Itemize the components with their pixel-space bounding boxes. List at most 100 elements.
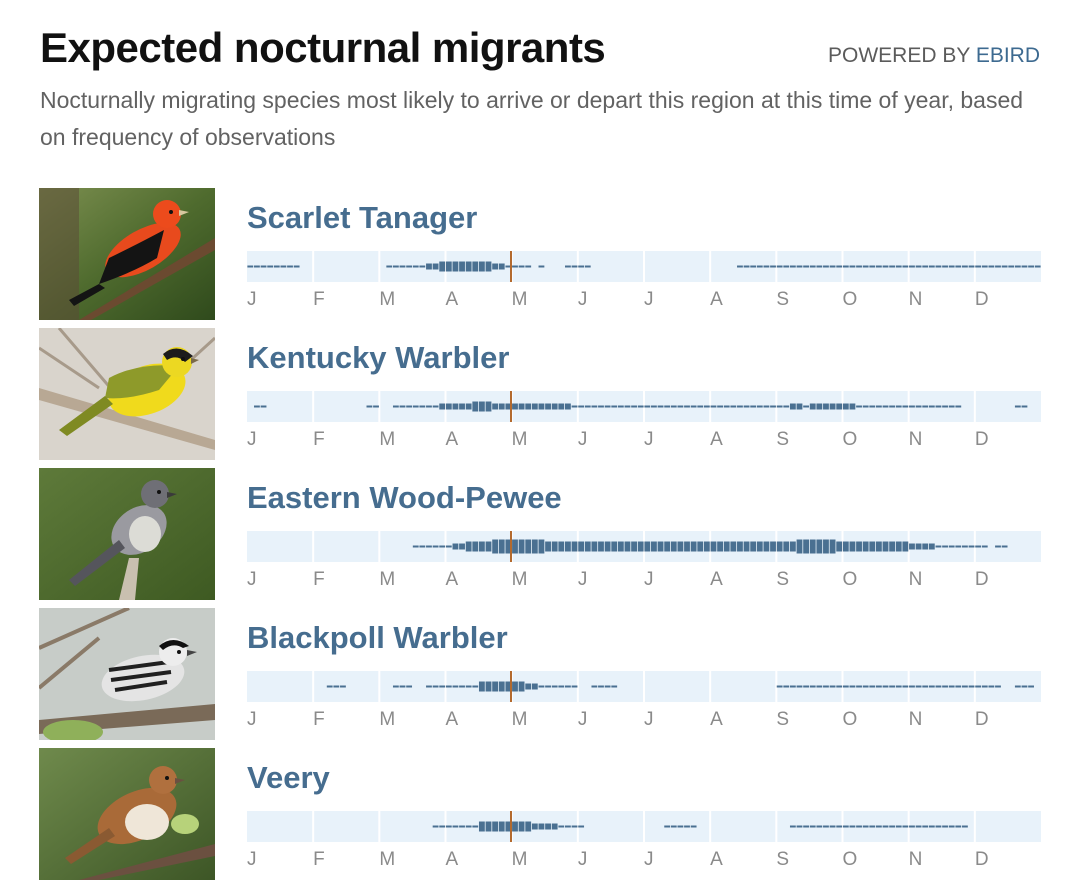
frequency-bar bbox=[935, 545, 942, 548]
frequency-bar bbox=[538, 403, 545, 410]
month-divider bbox=[312, 671, 315, 702]
frequency-bar bbox=[604, 405, 611, 408]
frequency-bar bbox=[512, 539, 518, 554]
frequency-bar bbox=[386, 265, 393, 268]
month-label: F bbox=[313, 849, 325, 870]
frequency-bar bbox=[889, 405, 896, 408]
frequency-bar bbox=[578, 541, 585, 552]
veery-photo[interactable] bbox=[39, 748, 215, 880]
frequency-bar bbox=[895, 685, 902, 688]
frequency-bar bbox=[922, 543, 929, 550]
month-label: N bbox=[908, 429, 923, 450]
scarlet-tanager-photo[interactable] bbox=[39, 188, 215, 320]
frequency-bar bbox=[571, 685, 578, 688]
frequency-bar bbox=[816, 539, 823, 554]
frequency-bar bbox=[763, 265, 770, 268]
frequency-bar bbox=[756, 405, 763, 408]
frequency-bar bbox=[531, 539, 538, 554]
month-label: A bbox=[710, 569, 723, 590]
month-label: D bbox=[974, 429, 989, 450]
frequency-bar bbox=[968, 545, 975, 548]
species-name[interactable]: Veery bbox=[247, 760, 330, 795]
ebird-link[interactable]: EBIRD bbox=[975, 44, 1040, 67]
month-label: J bbox=[577, 569, 588, 590]
frequency-bar bbox=[955, 825, 962, 828]
frequency-bar bbox=[485, 821, 492, 832]
month-label: F bbox=[313, 569, 325, 590]
frequency-bar bbox=[750, 541, 757, 552]
month-divider bbox=[907, 811, 910, 842]
frequency-bar bbox=[690, 405, 697, 408]
frequency-bar bbox=[1021, 405, 1028, 408]
month-divider bbox=[709, 251, 712, 282]
month-divider bbox=[973, 251, 976, 282]
month-divider bbox=[576, 531, 579, 562]
frequency-bar bbox=[889, 541, 896, 552]
frequency-chart bbox=[247, 391, 1041, 422]
frequency-bar bbox=[763, 541, 770, 552]
frequency-bar bbox=[803, 405, 810, 408]
frequency-bar bbox=[664, 405, 671, 408]
frequency-bar bbox=[690, 541, 697, 552]
frequency-bar bbox=[737, 541, 743, 552]
frequency-bar bbox=[789, 685, 796, 688]
month-divider bbox=[378, 391, 381, 422]
species-name[interactable]: Scarlet Tanager bbox=[247, 200, 478, 235]
frequency-bar bbox=[756, 541, 763, 552]
frequency-bar bbox=[948, 265, 955, 268]
current-date-marker bbox=[510, 531, 512, 562]
frequency-bar bbox=[399, 405, 406, 408]
frequency-bar bbox=[942, 825, 948, 828]
frequency-bar bbox=[823, 539, 829, 554]
frequency-bar bbox=[498, 403, 505, 410]
frequency-bar bbox=[1021, 265, 1028, 268]
frequency-bar bbox=[505, 403, 512, 410]
frequency-bar bbox=[889, 825, 896, 828]
frequency-bar bbox=[591, 685, 598, 688]
month-divider bbox=[643, 531, 645, 562]
frequency-bar bbox=[445, 825, 452, 828]
frequency-bar bbox=[584, 405, 591, 408]
frequency-bar bbox=[750, 265, 757, 268]
month-label: D bbox=[974, 709, 989, 730]
month-label: F bbox=[313, 709, 325, 730]
frequency-bar bbox=[459, 825, 465, 828]
month-label: M bbox=[511, 569, 528, 590]
species-row: Scarlet Tanager J F M A M J J A S O N D bbox=[39, 188, 1041, 320]
species-name[interactable]: Kentucky Warbler bbox=[247, 340, 510, 375]
current-date-marker bbox=[510, 251, 512, 282]
eastern-wood-pewee-photo[interactable] bbox=[39, 468, 215, 600]
frequency-bar bbox=[392, 685, 399, 688]
frequency-bar bbox=[498, 681, 505, 692]
month-divider bbox=[378, 811, 381, 842]
frequency-bar bbox=[452, 685, 459, 688]
species-name[interactable]: Eastern Wood-Pewee bbox=[247, 480, 562, 515]
frequency-bar bbox=[783, 405, 790, 408]
frequency-bar bbox=[518, 539, 525, 554]
month-label: J bbox=[644, 709, 654, 730]
frequency-bar bbox=[604, 685, 611, 688]
frequency-bar bbox=[485, 261, 492, 272]
frequency-bar bbox=[829, 685, 836, 688]
month-divider bbox=[378, 251, 381, 282]
blackpoll-warbler-photo[interactable] bbox=[39, 608, 215, 740]
frequency-bar bbox=[478, 401, 485, 412]
frequency-bar bbox=[565, 825, 571, 828]
frequency-bar bbox=[617, 405, 624, 408]
veery-image bbox=[39, 748, 215, 880]
frequency-bar bbox=[909, 543, 915, 550]
frequency-bar bbox=[776, 265, 783, 268]
frequency-bar bbox=[565, 403, 571, 410]
frequency-bar bbox=[558, 825, 565, 828]
kentucky-warbler-photo[interactable] bbox=[39, 328, 215, 460]
frequency-bar bbox=[565, 685, 571, 688]
frequency-bar bbox=[505, 681, 512, 692]
frequency-bar bbox=[909, 405, 915, 408]
species-name[interactable]: Blackpoll Warbler bbox=[247, 620, 508, 655]
frequency-bar bbox=[955, 405, 962, 408]
frequency-bar bbox=[869, 541, 876, 552]
frequency-bar bbox=[1028, 685, 1034, 688]
month-divider bbox=[841, 671, 844, 702]
frequency-bar bbox=[432, 405, 439, 408]
